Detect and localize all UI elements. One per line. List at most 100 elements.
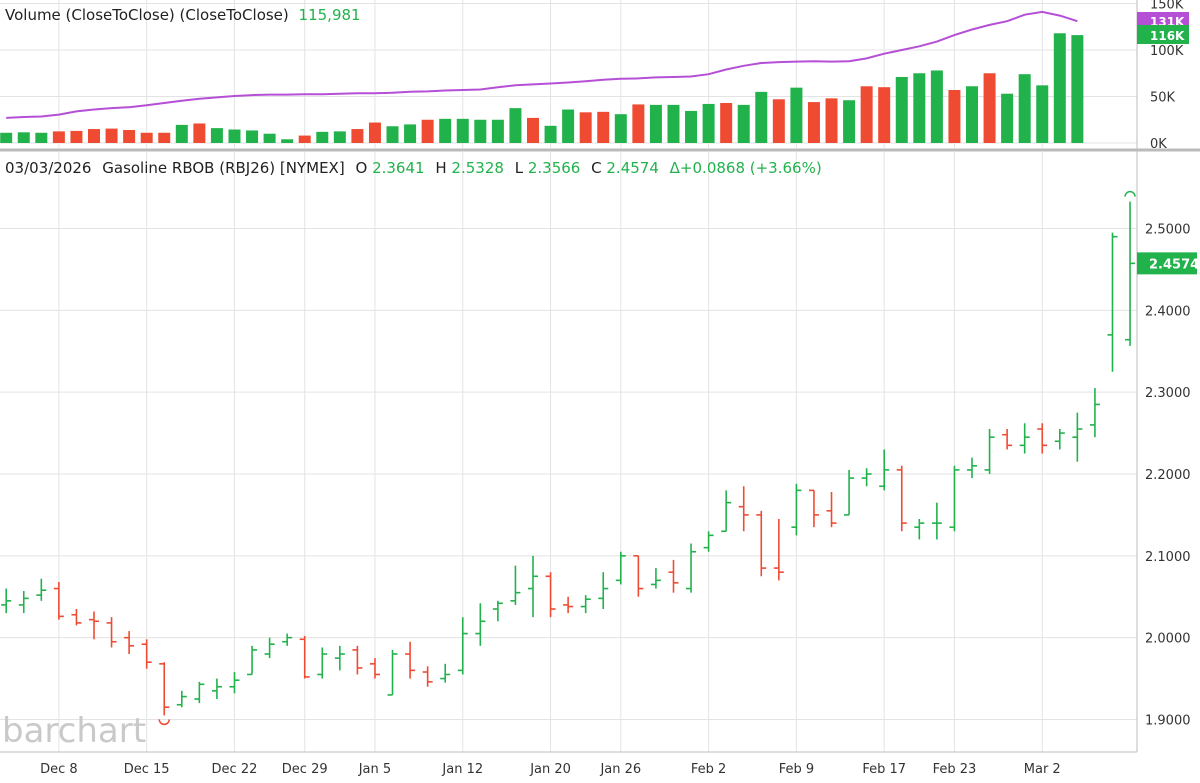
volume-bar (1018, 74, 1031, 143)
ohlc-bar (89, 611, 99, 640)
volume-tick-label: 0K (1150, 137, 1167, 152)
price-change: Δ+0.0868 (+3.66%) (670, 159, 822, 177)
volume-bar (456, 118, 469, 143)
volume-bar (948, 89, 961, 143)
date-tick-label: Dec 29 (282, 762, 328, 777)
volume-bar (579, 112, 592, 143)
ohlc-bar (808, 489, 819, 528)
ohlc-bar (141, 639, 152, 669)
volume-bar (17, 132, 30, 143)
volume-bar (70, 130, 83, 143)
ohlc-bar (440, 663, 451, 683)
volume-tick-label: 150K (1150, 0, 1184, 13)
high-label: H (435, 159, 446, 177)
date-axis-labels: Dec 8 Dec 15 Dec 22 Dec 29 Jan 5 Jan 12 Jan 20… (40, 762, 1061, 777)
volume-bar (860, 86, 873, 143)
low-label: L (515, 159, 524, 177)
price-tick-label: 1.9000 (1145, 713, 1191, 728)
volume-bar (720, 103, 733, 143)
price-tick-label: 2.4000 (1145, 304, 1191, 319)
date-tick-label: Dec 8 (40, 762, 78, 777)
volume-header-value: 115,981 (299, 6, 361, 24)
date-tick-label: Jan 12 (441, 762, 483, 777)
ohlc-bar (1019, 423, 1030, 454)
period-low-marker (158, 719, 170, 726)
ohlc-bar (106, 617, 117, 648)
date-tick-label: Feb 9 (779, 762, 814, 777)
volume-bar (667, 104, 680, 143)
volume-bar (298, 135, 311, 143)
ohlc-bar (633, 555, 644, 597)
ohlc-bar (615, 551, 626, 585)
price-axis-labels: 1.9000 2.0000 2.1000 2.2000 2.3000 2.4000 2.50… (1145, 223, 1191, 729)
ohlc-bar (844, 469, 855, 516)
volume-bar (0, 132, 13, 143)
volume-bar (228, 129, 241, 143)
ohlc-bar (405, 641, 416, 679)
ohlc-bar (36, 578, 47, 601)
price-header-date: 03/03/2026 (5, 159, 91, 177)
volume-bar (316, 131, 329, 143)
ohlc-bar (686, 543, 697, 593)
ohlc-bar (896, 465, 907, 532)
ohlc-bar (967, 457, 977, 479)
ohlc-bar (247, 645, 258, 676)
volume-bar (88, 129, 100, 143)
volume-bar (158, 132, 171, 143)
ohlc-bar (352, 645, 363, 675)
ohlc-bar (159, 662, 170, 716)
ohlc-bar (861, 468, 872, 487)
volume-bar (1036, 85, 1049, 143)
ohlc-bar (457, 617, 468, 675)
ohlc-bar (1125, 201, 1136, 346)
volume-bar (246, 130, 259, 143)
price-tick-label: 2.0000 (1145, 632, 1191, 647)
volume-bar (913, 73, 926, 143)
volume-bar (404, 124, 417, 143)
period-high-marker (1124, 190, 1136, 197)
barchart-watermark: barchart (2, 711, 146, 751)
ohlc-bar (703, 531, 714, 552)
ohlc-bar (984, 428, 995, 474)
volume-bar (210, 128, 223, 143)
ohlc-bar (176, 690, 187, 708)
volume-moving-average-line (6, 10, 1078, 119)
volume-bar (509, 108, 522, 143)
volume-bars (0, 33, 1084, 144)
ohlc-bar (124, 631, 135, 655)
ohlc-bar (949, 465, 960, 532)
ohlc-bar (580, 595, 591, 614)
last-volume-label: 116K (1150, 29, 1185, 43)
price-tick-label: 2.3000 (1145, 386, 1191, 401)
ohlc-bar (264, 637, 275, 659)
ohlc-bar (53, 582, 64, 620)
volume-bar (544, 125, 557, 143)
volume-bar (1071, 35, 1084, 144)
volume-bar (562, 109, 575, 143)
ohlc-bar (914, 518, 925, 540)
ohlc-bar (317, 647, 328, 679)
ohlc-bar (545, 572, 556, 618)
volume-bar (737, 104, 750, 143)
volume-bar (966, 86, 978, 143)
volume-tick-label: 50K (1150, 91, 1176, 106)
date-tick-label: Mar 2 (1024, 762, 1061, 777)
price-header-name: Gasoline RBOB (RBJ26) [NYMEX] (102, 159, 344, 177)
ohlc-bar (422, 666, 433, 687)
volume-bar (649, 104, 662, 143)
ohlc-bar (229, 672, 240, 694)
low-value: 2.3566 (528, 159, 581, 177)
volume-bar (527, 117, 539, 143)
ohlc-bar (879, 449, 890, 491)
ohlc-bar (563, 596, 574, 614)
open-label: O (355, 159, 367, 177)
volume-bar (685, 110, 698, 143)
ohlc-bar (334, 645, 345, 671)
volume-bar (421, 119, 434, 143)
volume-bar (983, 73, 996, 143)
volume-bar (333, 131, 346, 143)
ohlc-bars (1, 190, 1136, 726)
open-value: 2.3641 (372, 159, 425, 177)
volume-bar (843, 100, 856, 143)
